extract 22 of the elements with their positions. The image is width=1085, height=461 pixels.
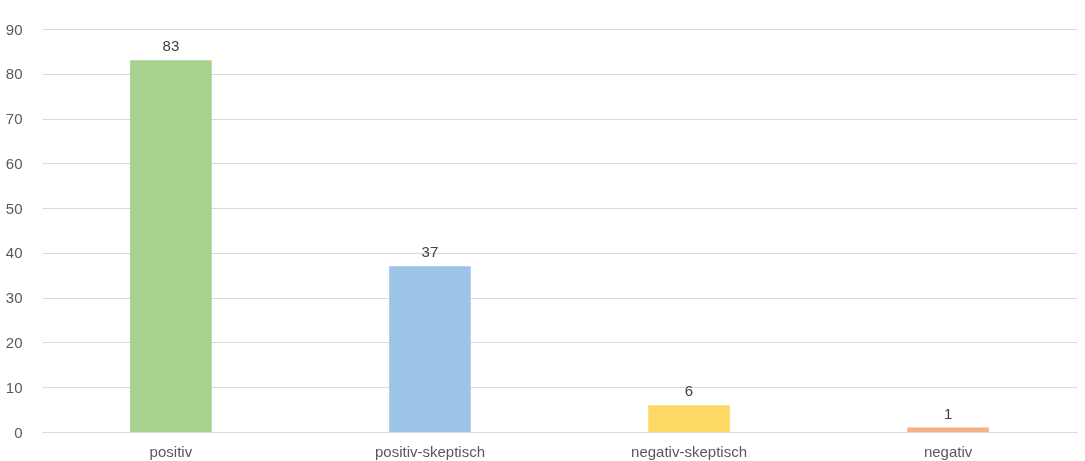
- bar: [389, 266, 471, 432]
- y-tick-label: 30: [5, 289, 23, 307]
- data-label: 37: [421, 243, 439, 261]
- y-tick-label: 10: [5, 378, 23, 396]
- y-tick-label: 60: [5, 154, 23, 172]
- x-tick-label: negativ-skeptisch: [631, 442, 747, 460]
- y-tick-label: 40: [5, 244, 23, 262]
- bar: [130, 60, 212, 432]
- y-tick-label: 90: [5, 20, 23, 38]
- y-tick-label: 20: [5, 333, 23, 351]
- y-tick-label: 0: [14, 423, 23, 441]
- y-tick-label: 80: [5, 65, 23, 83]
- data-label: 83: [162, 37, 180, 55]
- bar: [648, 405, 730, 432]
- y-tick-label: 50: [5, 199, 23, 217]
- data-label: 1: [943, 404, 953, 422]
- x-tick-label: positiv-skeptisch: [374, 442, 485, 460]
- x-tick-label: positiv: [149, 442, 193, 460]
- y-tick-label: 70: [5, 110, 23, 128]
- bar: [907, 427, 989, 432]
- data-label: 6: [684, 382, 694, 400]
- x-tick-label: negativ: [923, 442, 973, 460]
